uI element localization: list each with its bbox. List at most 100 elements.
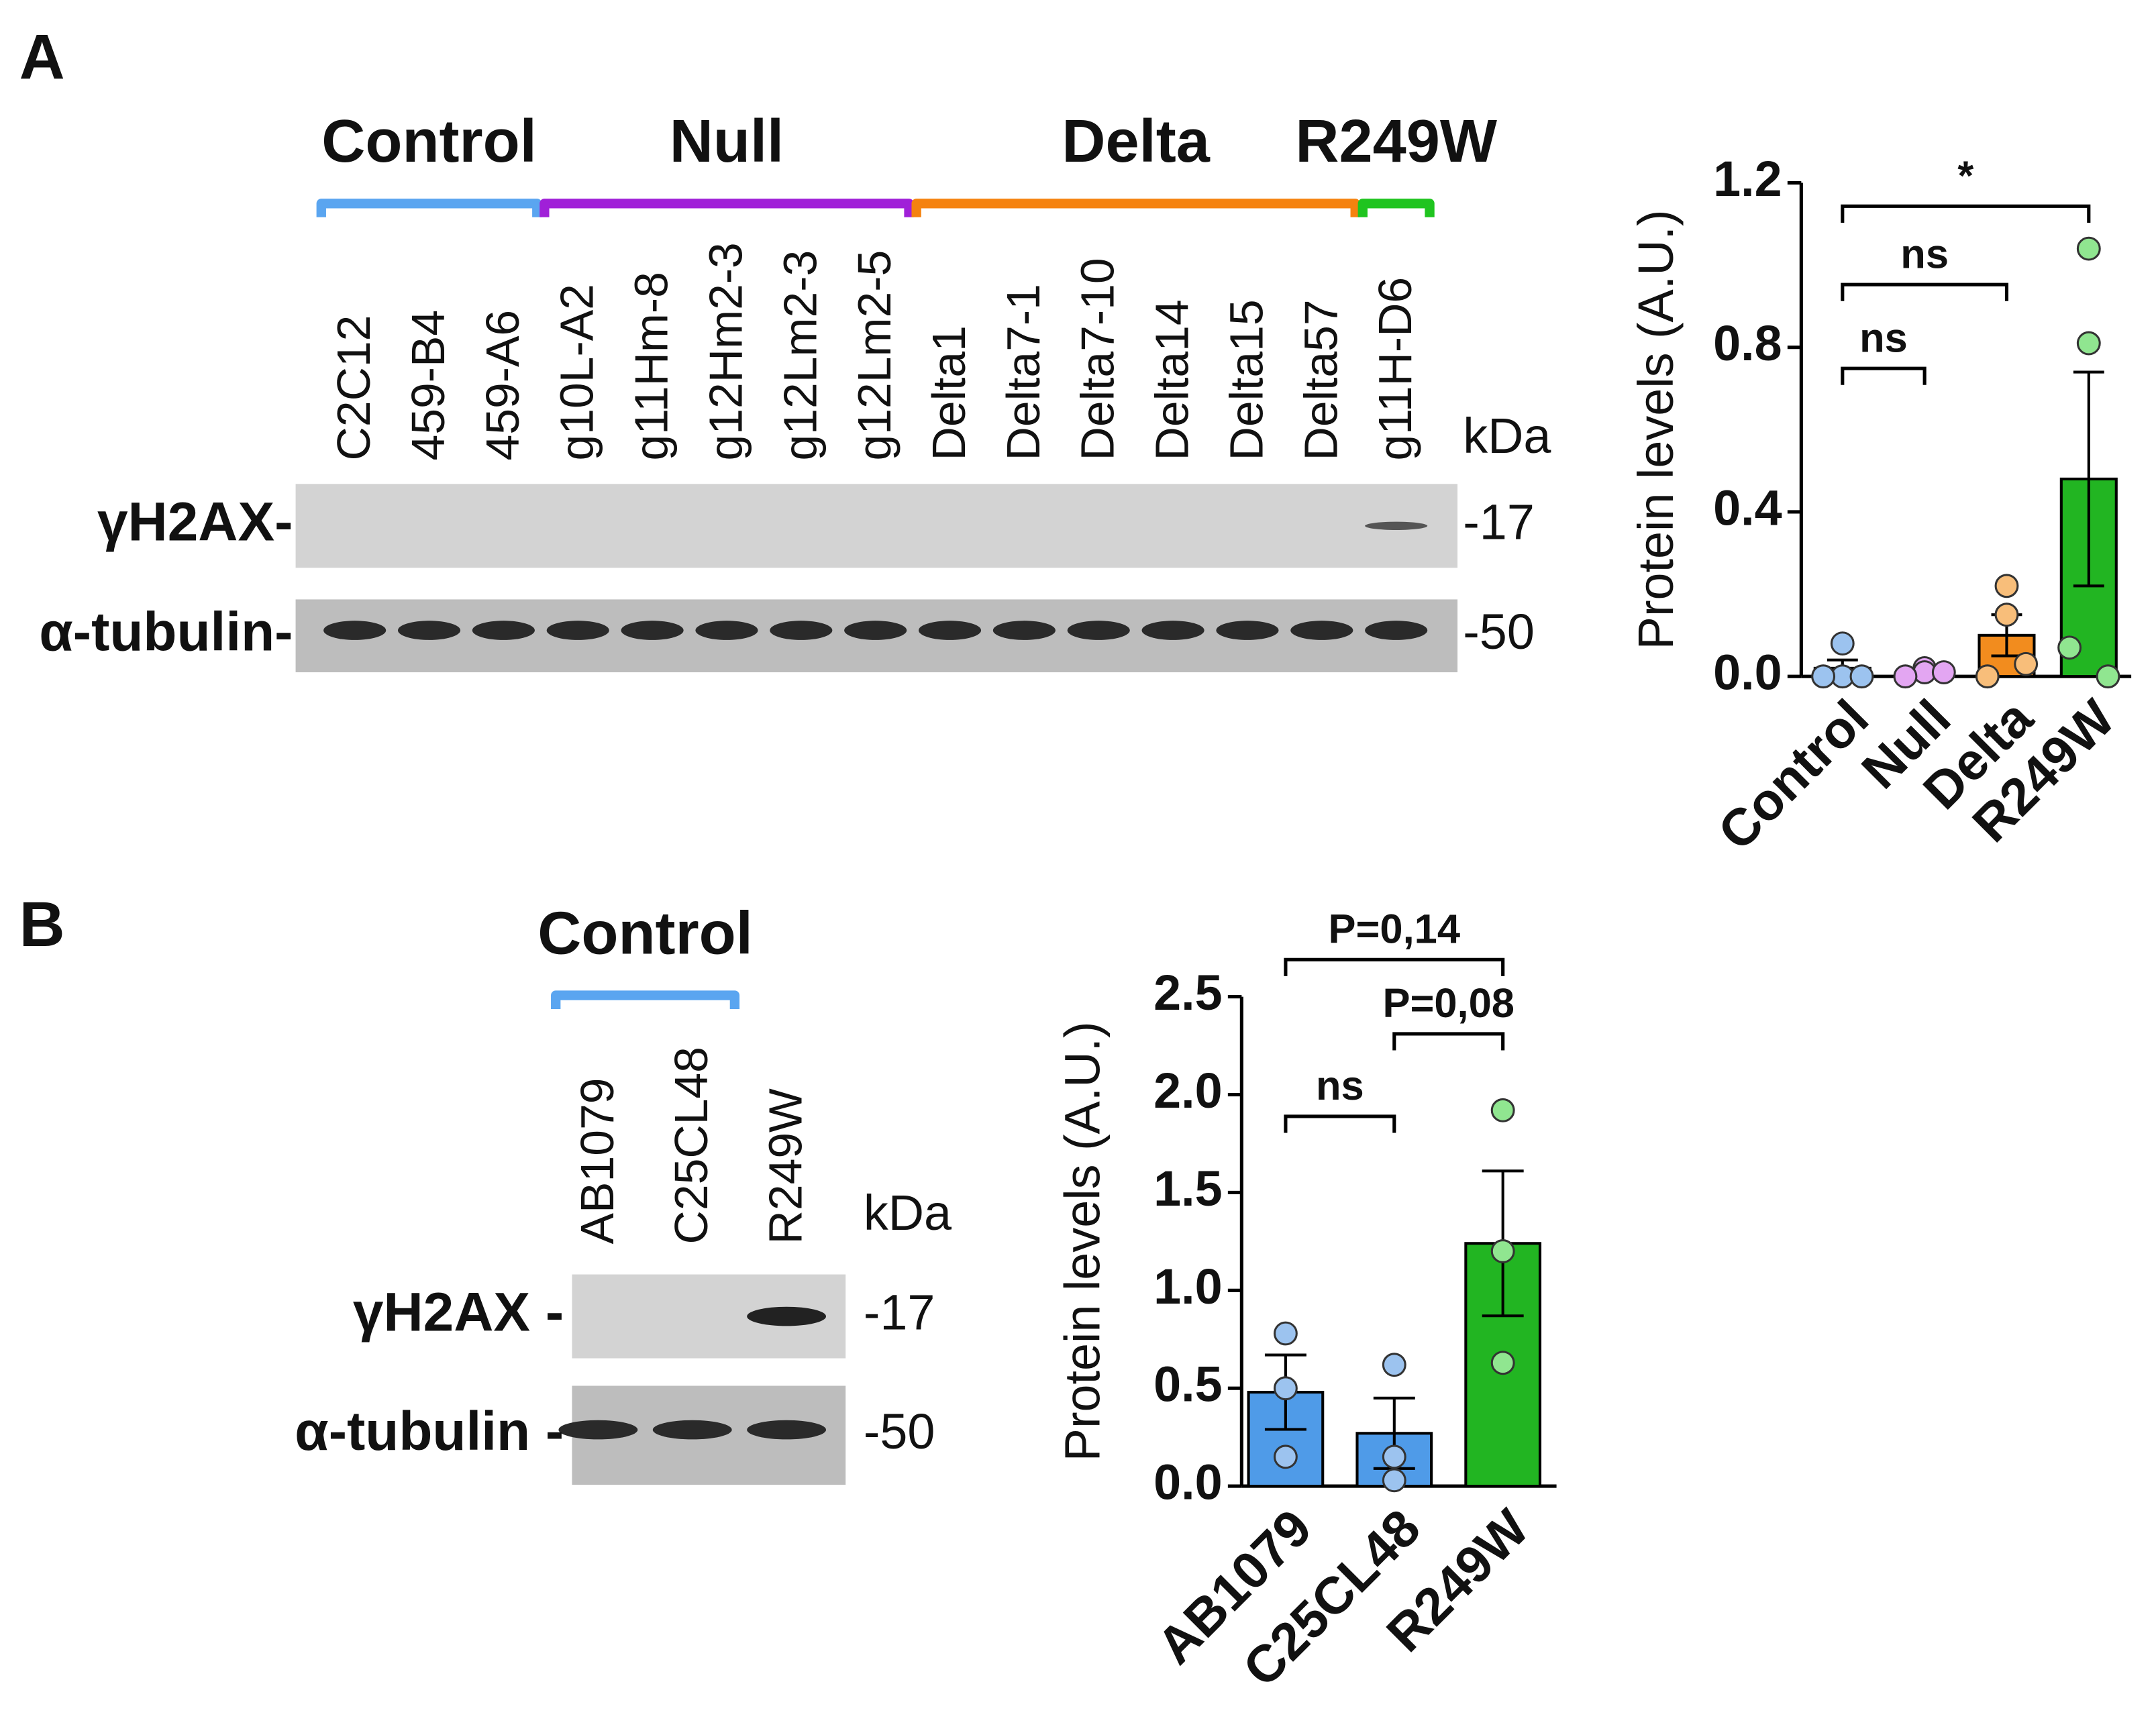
group-bracket [911, 199, 1360, 217]
significance-bracket [1284, 957, 1505, 976]
significance-bracket [1392, 1032, 1505, 1051]
mw-marker: -17 [1463, 494, 1535, 549]
data-point [1273, 1321, 1298, 1346]
band [546, 621, 609, 640]
band [558, 1420, 638, 1440]
band [770, 621, 833, 640]
error-bar [2073, 370, 2104, 588]
significance-label: * [1957, 153, 1973, 199]
band [695, 621, 758, 640]
lane-label: Delta7-1 [997, 284, 1049, 460]
y-tick-label: 0.0 [1153, 1455, 1223, 1510]
row-label: α-tubulin - [295, 1401, 564, 1462]
group-bracket [551, 990, 740, 1010]
group-bracket [316, 199, 542, 217]
lane-label: g10L-A2 [551, 284, 603, 460]
group-bracket [540, 199, 914, 217]
significance-bracket [1841, 366, 1927, 385]
data-point [1382, 1468, 1406, 1493]
group-label: Delta [1062, 107, 1210, 175]
kda-label: kDa [864, 1185, 952, 1241]
band [992, 621, 1056, 640]
data-point [2014, 651, 2039, 676]
y-tick-label: 2.0 [1153, 1063, 1223, 1118]
data-point [1382, 1444, 1406, 1469]
data-point [1994, 602, 2019, 627]
data-point [1490, 1098, 1515, 1122]
data-point [1382, 1353, 1406, 1377]
y-axis-label: Protein levels (A.U.) [1628, 209, 1684, 649]
data-point [1811, 664, 1836, 689]
row-label: γH2AX- [97, 491, 293, 552]
band [621, 621, 684, 640]
lane-label: Delta14 [1146, 299, 1198, 460]
row-label: α-tubulin- [39, 601, 293, 662]
y-tick-label: 0.4 [1713, 480, 1782, 535]
group-label: Control [537, 899, 752, 967]
band [1290, 621, 1353, 640]
data-point [2096, 664, 2120, 689]
panel-label: A [19, 21, 65, 92]
y-tick-label: 0.5 [1153, 1357, 1223, 1412]
lane-label: Delta15 [1220, 299, 1272, 460]
data-point [1994, 574, 2019, 598]
band [844, 621, 907, 640]
lane-label: g12Lm2-3 [774, 250, 826, 461]
data-point [1893, 664, 1918, 689]
band [918, 621, 982, 640]
significance-bracket [1841, 204, 2091, 223]
lane-label: C25CL48 [665, 1047, 717, 1244]
significance-label: ns [1859, 315, 1908, 361]
significance-label: ns [1900, 231, 1949, 277]
panel-label: B [19, 889, 65, 959]
data-point [1490, 1239, 1515, 1263]
y-tick-label: 1.2 [1713, 151, 1782, 207]
significance-bracket [1284, 1114, 1396, 1133]
band [1216, 621, 1279, 640]
mw-marker: -50 [1463, 604, 1535, 660]
row-label: γH2AX - [353, 1282, 564, 1343]
group-label: Control [321, 107, 536, 175]
significance-bracket [1841, 282, 2009, 301]
band [1365, 621, 1428, 640]
band [652, 1420, 732, 1440]
x-tick-label: Control [1708, 689, 1880, 861]
group-label: R249W [1295, 107, 1497, 175]
group-bracket [1357, 199, 1435, 217]
y-tick-label: 0.0 [1713, 645, 1782, 700]
data-point [2076, 331, 2101, 356]
y-tick-label: 2.5 [1153, 965, 1223, 1020]
lane-label: Delta1 [923, 325, 975, 460]
y-tick-label: 1.5 [1153, 1161, 1223, 1216]
kda-label: kDa [1463, 408, 1551, 464]
data-point [2057, 635, 2082, 660]
band [1067, 621, 1130, 640]
data-point [1273, 1444, 1298, 1469]
significance-label: P=0,08 [1382, 980, 1515, 1027]
group-label: Null [670, 107, 784, 175]
y-tick-label: 1.0 [1153, 1259, 1223, 1314]
data-point [1975, 664, 2000, 689]
band [747, 1420, 827, 1440]
band [323, 621, 387, 640]
significance-label: ns [1316, 1063, 1364, 1109]
band [747, 1306, 827, 1326]
lane-label: Delta57 [1294, 299, 1347, 460]
mw-marker: -50 [864, 1404, 935, 1459]
lane-label: R249W [760, 1088, 812, 1245]
lane-label: g11H-D6 [1369, 277, 1421, 461]
significance-label: P=0,14 [1329, 906, 1461, 953]
data-point [1830, 631, 1855, 656]
lane-label: Delta7-10 [1072, 258, 1124, 460]
lane-label: g12Hm2-3 [699, 242, 752, 460]
band [1141, 621, 1204, 640]
lane-label: AB1079 [571, 1078, 623, 1245]
data-point [1273, 1376, 1298, 1401]
band [472, 621, 535, 640]
lane-label: 459-B4 [402, 310, 454, 461]
data-point [1490, 1351, 1515, 1375]
data-point [2076, 236, 2101, 261]
band [397, 621, 461, 640]
lane-label: 459-A6 [476, 310, 529, 461]
